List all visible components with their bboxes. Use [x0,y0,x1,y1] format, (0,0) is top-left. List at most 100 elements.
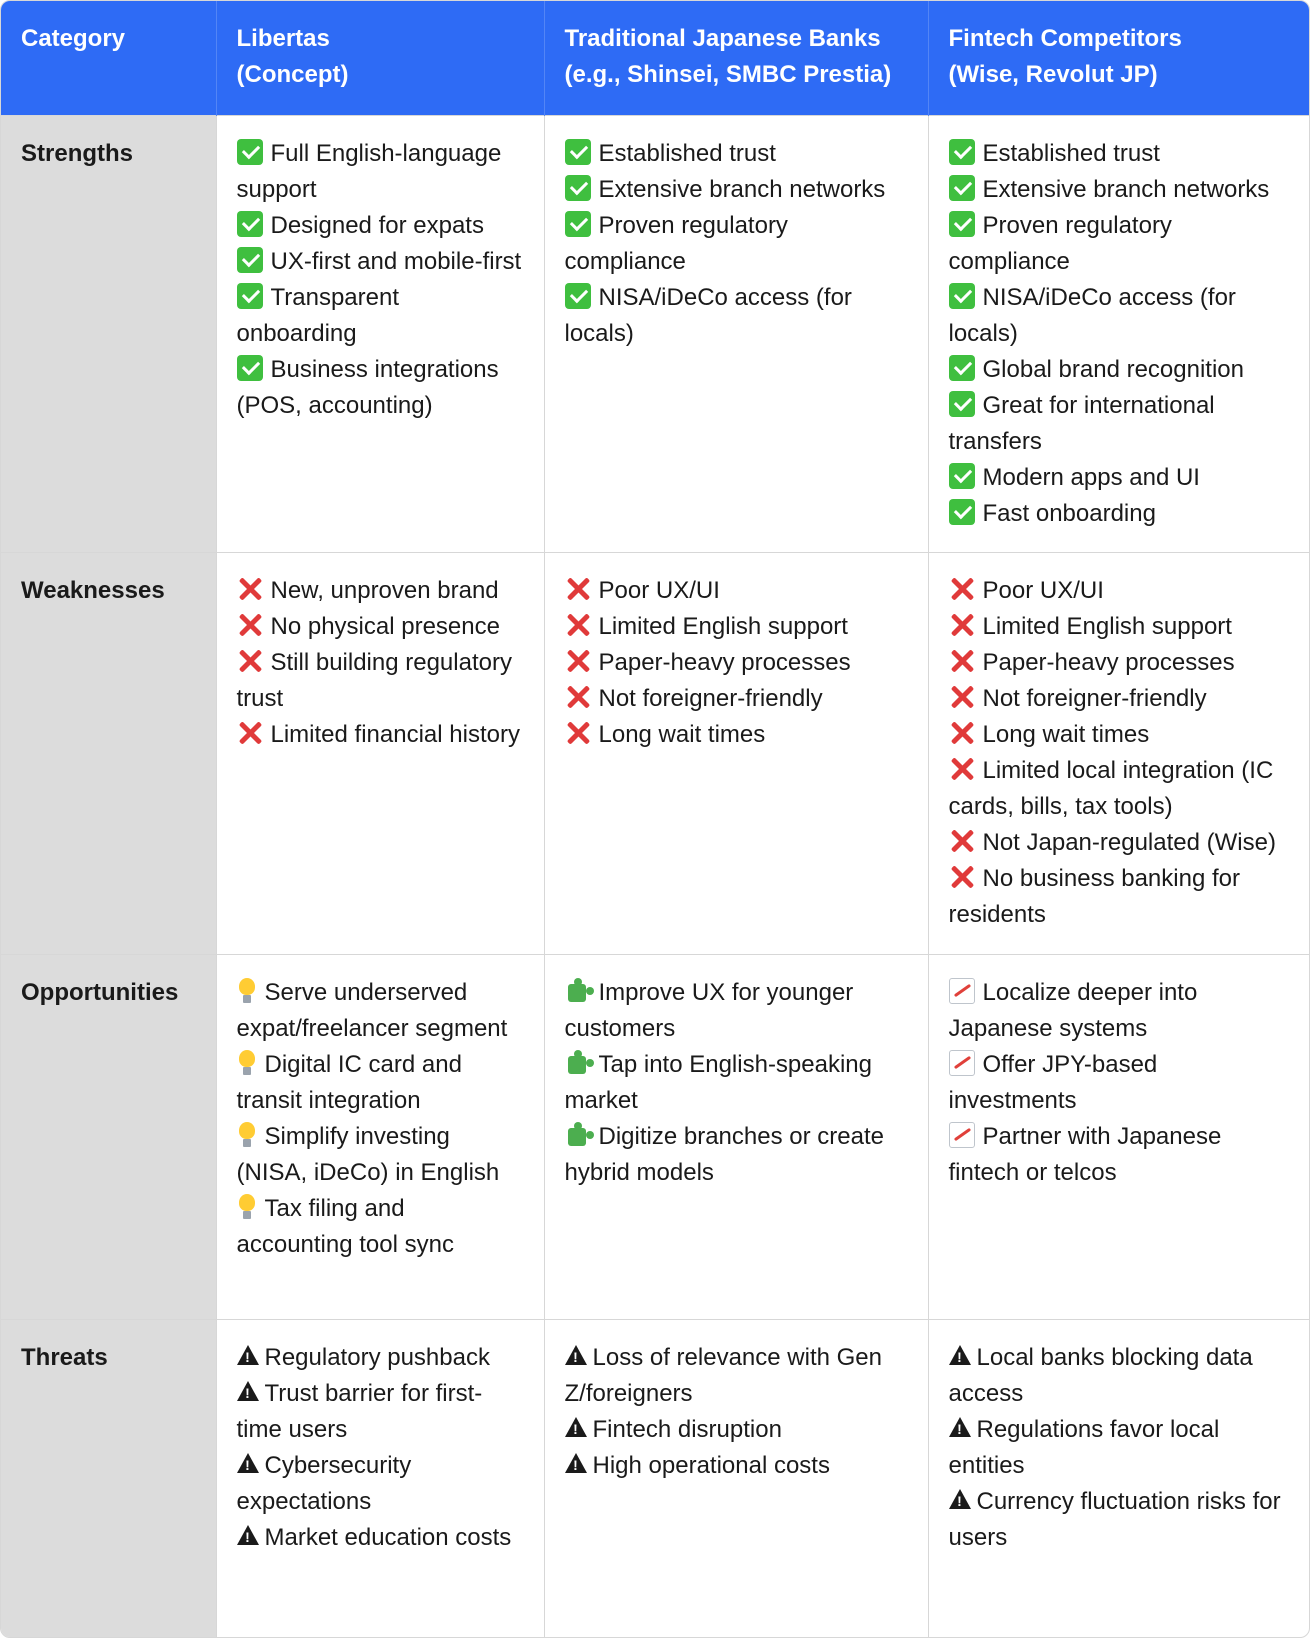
item-text: UX-first and mobile-first [270,248,522,275]
list-item: Not Japan-regulated (Wise) [949,825,1290,861]
fintech-cell: Poor UX/UI Limited English support Paper… [928,552,1309,955]
list-item: NISA/iDeCo access (for locals) [948,280,1290,352]
item-text: Cybersecurity expectations [236,1452,412,1515]
item-text: Improve UX for younger customers [564,979,854,1042]
item-text: Fintech disruption [592,1416,782,1443]
item-text: Long wait times [982,721,1150,748]
chart-increasing-icon [948,978,975,1004]
cross-icon [949,576,975,602]
item-text: Still building regulatory trust [236,649,512,712]
list-item: Trust barrier for first-time users [236,1376,524,1448]
item-text: Limited local integration (IC cards, bil… [948,757,1274,820]
warning-icon [948,1343,971,1369]
check-icon [236,211,263,237]
cross-icon [565,576,591,602]
list-item: Proven regulatory compliance [948,208,1290,280]
list-item: Established trust [564,136,908,172]
item-text: Great for international transfers [948,392,1215,455]
table-body: Strengths Full English-language support … [1,115,1309,1637]
cross-icon [237,576,263,602]
check-icon [236,247,263,273]
list-item: Simplify investing (NISA, iDeCo) in Engl… [237,1119,524,1191]
list-item: Full English-language support [236,136,524,208]
libertas-cell: New, unproven brand No physical presence… [216,552,545,955]
item-text: High operational costs [592,1452,830,1479]
list-item: Market education costs [236,1520,524,1556]
list-item: NISA/iDeCo access (for locals) [564,280,908,352]
lightbulb-icon [237,1122,257,1148]
item-text: Serve underserved expat/freelancer segme… [236,979,508,1042]
item-text: Currency fluctuation risks for users [948,1488,1281,1551]
header-traditional-line1: Traditional Japanese Banks [564,25,881,52]
list-item: Fast onboarding [948,496,1290,532]
table-row-threats: Threats Regulatory pushback Trust barrie… [1,1319,1309,1637]
list-item: Not foreigner-friendly [949,681,1290,717]
item-text: Limited English support [982,613,1232,640]
list-item: Tax filing and accounting tool sync [237,1191,524,1263]
cross-icon [237,648,263,674]
list-item: Regulations favor local entities [948,1412,1290,1484]
item-text: Extensive branch networks [982,176,1270,203]
libertas-cell: Regulatory pushback Trust barrier for fi… [216,1319,545,1637]
table-row-strengths: Strengths Full English-language support … [1,115,1309,553]
item-text: Paper-heavy processes [598,649,851,676]
cross-icon [565,720,591,746]
header-fintech-line2: (Wise, Revolut JP) [948,61,1158,88]
header-row: Category Libertas (Concept) Traditional … [1,1,1309,116]
cross-icon [949,648,975,674]
fintech-cell: Localize deeper into Japanese systems Of… [928,954,1309,1320]
list-item: Loss of relevance with Gen Z/foreigners [564,1340,908,1412]
check-icon [948,283,975,309]
check-icon [236,139,263,165]
item-text: Established trust [598,140,776,167]
item-text: Market education costs [264,1524,512,1551]
item-text: Proven regulatory compliance [564,212,788,275]
list-item: Cybersecurity expectations [236,1448,524,1520]
list-item: Paper-heavy processes [949,645,1290,681]
category-cell: Opportunities [1,954,217,1320]
header-libertas-line2: (Concept) [236,61,349,88]
warning-icon [236,1343,259,1369]
list-item: Modern apps and UI [948,460,1290,496]
list-item: Poor UX/UI [949,573,1290,609]
category-cell: Weaknesses [1,552,217,955]
list-item: Limited local integration (IC cards, bil… [949,753,1290,825]
item-text: Poor UX/UI [982,577,1104,604]
lightbulb-icon [237,978,257,1004]
traditional-cell: Improve UX for younger customers Tap int… [544,954,929,1320]
list-item: Long wait times [565,717,908,753]
list-item: No business banking for residents [949,861,1290,933]
cross-icon [565,684,591,710]
list-item: Great for international transfers [948,388,1290,460]
lightbulb-icon [237,1194,257,1220]
item-text: Global brand recognition [982,356,1245,383]
item-text: Business integrations (POS, accounting) [236,356,499,419]
list-item: Transparent onboarding [236,280,524,352]
list-item: Extensive branch networks [948,172,1290,208]
cross-icon [565,648,591,674]
list-item: New, unproven brand [237,573,524,609]
libertas-cell: Full English-language support Designed f… [216,115,545,553]
cross-icon [949,864,975,890]
list-item: Limited financial history [237,717,524,753]
item-text: Localize deeper into Japanese systems [948,979,1198,1042]
header-category-label: Category [21,25,126,52]
item-text: New, unproven brand [270,577,499,604]
list-item: Established trust [948,136,1290,172]
item-text: Extensive branch networks [598,176,886,203]
check-icon [948,391,975,417]
item-text: Not foreigner-friendly [982,685,1207,712]
cross-icon [565,612,591,638]
cross-icon [949,684,975,710]
list-item: Still building regulatory trust [237,645,524,717]
chart-increasing-icon [948,1122,975,1148]
cross-icon [949,828,975,854]
item-text: Paper-heavy processes [982,649,1235,676]
item-text: Tax filing and accounting tool sync [236,1195,454,1258]
list-item: Fintech disruption [564,1412,908,1448]
check-icon [948,499,975,525]
list-item: Paper-heavy processes [565,645,908,681]
warning-icon [236,1379,259,1405]
warning-icon [564,1415,587,1441]
